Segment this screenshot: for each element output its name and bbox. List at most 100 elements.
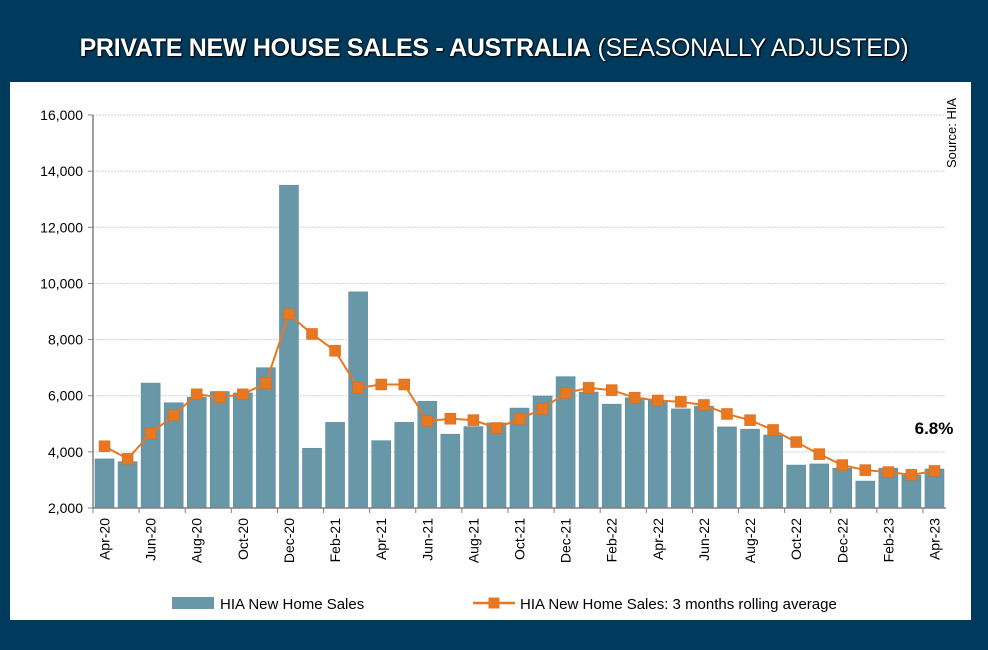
bar [855,480,876,509]
rolling-average-marker [905,469,918,481]
rolling-average-marker [813,448,825,460]
bar [279,184,299,509]
rolling-average-marker [190,388,203,401]
title-subtitle: (SEASONALLY ADJUSTED) [597,34,909,62]
bar [140,382,161,509]
rolling-average-marker [375,378,387,391]
rolling-average-marker [214,391,226,403]
bar [832,467,853,509]
rolling-average-marker [721,408,733,420]
bar [486,422,507,509]
rolling-average-marker [467,414,480,426]
legend-label-line: HIA New Home Sales: 3 months rolling ave… [520,596,837,613]
rolling-average-marker [605,384,618,396]
rolling-average-marker [536,403,549,415]
chart-panel [10,82,971,620]
bar [578,391,599,509]
rolling-average-marker [836,459,849,471]
x-tick-label: Aug-20 [189,518,205,563]
rolling-average-marker [744,414,756,426]
bar [348,291,368,509]
rolling-average-marker [167,409,180,422]
legend-swatch-bars [172,597,214,609]
rolling-average-marker [144,427,157,440]
rolling-average-marker [398,378,410,391]
x-tick-label: Dec-21 [558,518,574,563]
bar [94,458,115,509]
x-tick-label: Feb-22 [604,518,620,563]
rolling-average-marker [513,413,526,425]
x-tick-label: Apr-22 [650,518,666,560]
bar [463,426,484,509]
bar [671,408,691,509]
rolling-average-marker [444,412,457,425]
y-tick-label: 4,000 [48,444,83,460]
rolling-average-marker [629,391,641,404]
bar [325,422,345,509]
rolling-average-marker [790,436,802,448]
x-tick-label: Jun-20 [143,518,159,561]
rolling-average-marker [882,466,895,478]
x-tick-label: Aug-21 [465,518,481,563]
x-tick-label: Jun-22 [696,518,712,561]
bar [694,405,714,509]
source-label: Source: HIA [942,90,962,170]
x-tick-label: Aug-22 [742,518,758,563]
bar [809,463,829,509]
rolling-average-marker [98,440,111,452]
rolling-average-marker [582,382,595,394]
rolling-average-marker [306,328,318,340]
rolling-average-marker [767,424,779,436]
rolling-average-marker [421,415,434,427]
x-tick-label: Feb-23 [880,518,896,563]
bar [233,392,253,509]
title-main: PRIVATE NEW HOUSE SALES - AUSTRALIA [79,34,592,62]
bar [601,403,622,509]
x-tick-label: Dec-22 [834,518,850,563]
x-tick-label: Oct-22 [788,518,804,560]
bar [440,433,461,509]
bar [648,400,668,509]
bar [210,391,230,509]
y-tick-label: 6,000 [48,388,83,404]
bar [624,397,645,509]
legend-label-bars: HIA New Home Sales [220,596,364,613]
x-tick-label: Jun-21 [419,518,435,561]
x-tick-label: Feb-21 [327,518,343,563]
rolling-average-marker [329,345,341,357]
bar [786,464,806,509]
x-tick-label: Apr-21 [373,518,389,560]
bar [186,396,207,509]
rolling-average-marker [559,387,572,399]
x-tick-label: Oct-21 [512,518,528,560]
y-tick-label: 12,000 [40,219,83,235]
rolling-average-marker [675,396,687,408]
rolling-average-marker [859,464,872,476]
y-tick-label: 8,000 [48,332,83,348]
rolling-average-marker [928,465,941,477]
y-tick-label: 2,000 [48,500,83,516]
bar [117,461,138,509]
x-tick-label: Dec-20 [281,518,297,563]
bar [740,428,760,509]
rolling-average-marker [121,453,134,465]
bar [394,422,415,509]
chart-title: PRIVATE NEW HOUSE SALES - AUSTRALIA (SEA… [0,34,988,63]
rolling-average-marker [698,399,710,411]
annotation-label: 6.8% [915,419,954,438]
bar [302,447,322,509]
bar [371,440,391,509]
rolling-average-marker [260,377,272,389]
x-tick-label: Oct-20 [235,518,251,560]
x-tick-label: Apr-20 [97,518,113,560]
rolling-average-marker [237,388,249,401]
legend-swatch-marker [488,597,500,609]
source-text: Source: HIA [944,97,959,168]
y-tick-label: 10,000 [40,275,83,291]
y-tick-label: 14,000 [40,163,83,179]
y-tick-label: 16,000 [40,107,83,123]
rolling-average-marker [283,308,295,321]
rolling-average-marker [652,394,664,407]
x-tick-label: Apr-23 [926,518,942,560]
